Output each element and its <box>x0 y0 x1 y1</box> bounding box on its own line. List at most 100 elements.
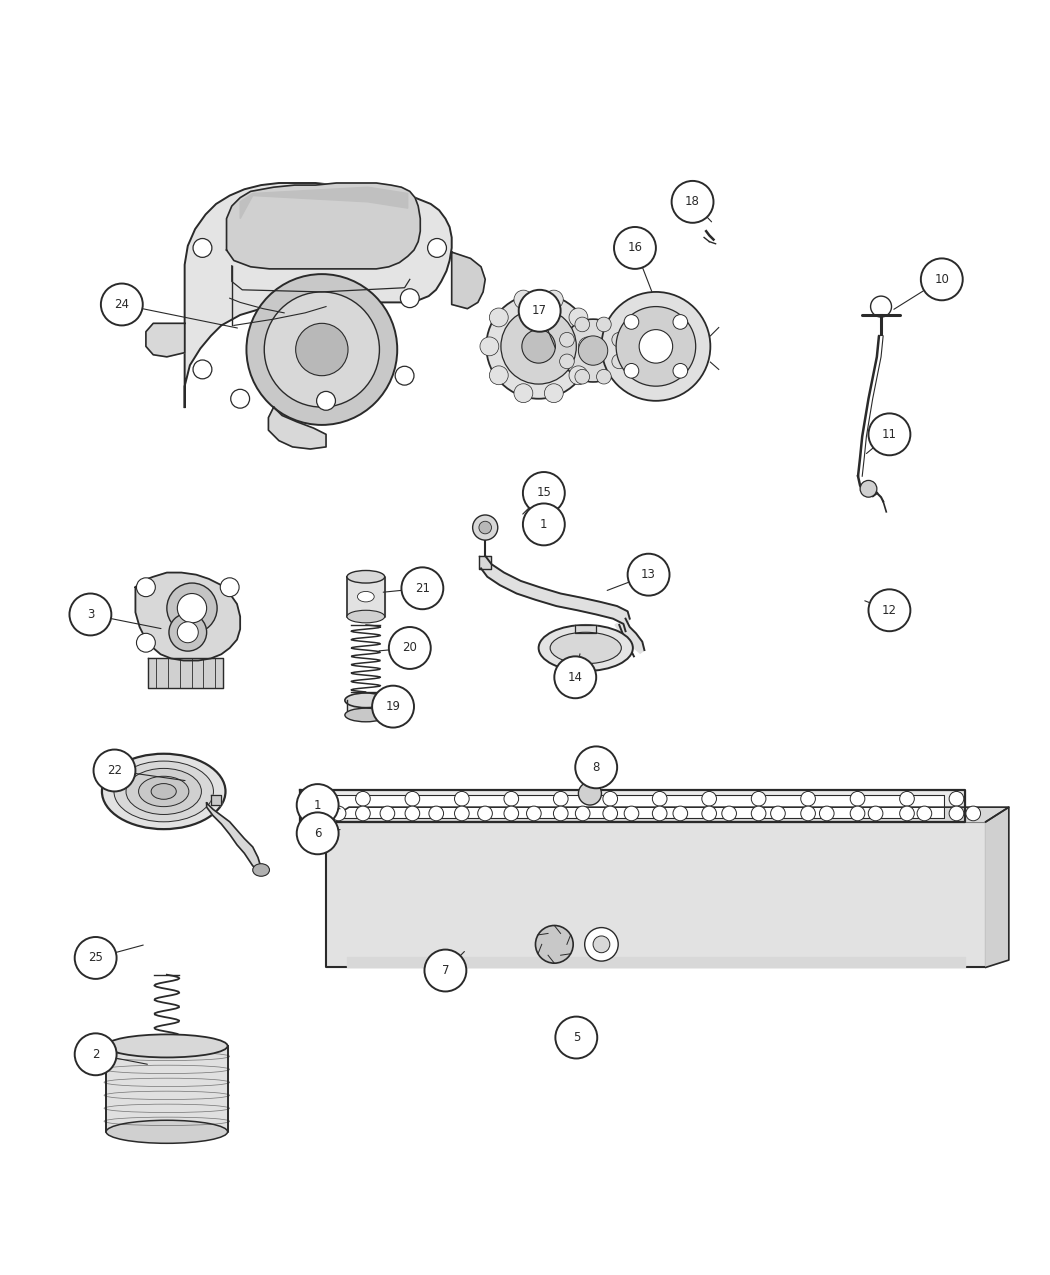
Ellipse shape <box>346 570 384 583</box>
Circle shape <box>673 315 688 329</box>
Circle shape <box>395 366 414 385</box>
Polygon shape <box>106 1046 228 1132</box>
Ellipse shape <box>539 625 633 671</box>
Circle shape <box>136 578 155 597</box>
Circle shape <box>331 806 345 821</box>
Ellipse shape <box>151 784 176 799</box>
Text: 15: 15 <box>537 487 551 500</box>
Circle shape <box>247 274 397 425</box>
Circle shape <box>868 806 883 821</box>
Circle shape <box>850 792 865 806</box>
Circle shape <box>317 391 335 411</box>
Circle shape <box>220 578 239 597</box>
Ellipse shape <box>114 761 213 822</box>
Polygon shape <box>346 700 384 715</box>
Circle shape <box>193 238 212 258</box>
Circle shape <box>177 622 198 643</box>
Text: 16: 16 <box>628 241 643 255</box>
Circle shape <box>455 792 469 806</box>
Circle shape <box>593 936 610 952</box>
Circle shape <box>603 792 617 806</box>
Text: 12: 12 <box>882 604 897 617</box>
Circle shape <box>356 792 371 806</box>
Circle shape <box>486 295 591 399</box>
Polygon shape <box>148 658 224 687</box>
Circle shape <box>401 567 443 609</box>
Text: 24: 24 <box>114 298 129 311</box>
Circle shape <box>514 384 532 403</box>
Circle shape <box>555 1016 597 1058</box>
Circle shape <box>624 315 638 329</box>
Circle shape <box>801 792 816 806</box>
Circle shape <box>639 330 673 363</box>
Circle shape <box>296 324 348 376</box>
Polygon shape <box>346 958 965 968</box>
Circle shape <box>480 337 499 356</box>
Text: 8: 8 <box>592 761 600 774</box>
Circle shape <box>479 521 491 534</box>
Circle shape <box>544 384 563 403</box>
Polygon shape <box>481 556 630 631</box>
Text: 20: 20 <box>402 641 417 654</box>
Circle shape <box>596 370 611 384</box>
Polygon shape <box>211 794 222 805</box>
Circle shape <box>624 363 638 379</box>
Text: 11: 11 <box>882 428 897 441</box>
Circle shape <box>603 806 617 821</box>
Circle shape <box>523 472 565 514</box>
Circle shape <box>949 806 964 821</box>
Circle shape <box>672 181 714 223</box>
Circle shape <box>544 291 563 309</box>
Circle shape <box>771 806 785 821</box>
Circle shape <box>585 928 618 961</box>
Circle shape <box>801 806 816 821</box>
Polygon shape <box>227 184 420 269</box>
Circle shape <box>616 306 696 386</box>
Circle shape <box>673 363 688 379</box>
Circle shape <box>652 806 667 821</box>
Polygon shape <box>575 625 596 634</box>
Circle shape <box>526 806 541 821</box>
Circle shape <box>868 589 910 631</box>
Circle shape <box>917 806 931 821</box>
Circle shape <box>501 309 576 384</box>
Ellipse shape <box>550 632 622 664</box>
Circle shape <box>356 806 371 821</box>
Ellipse shape <box>126 769 202 815</box>
Circle shape <box>579 782 602 805</box>
Circle shape <box>850 806 865 821</box>
Circle shape <box>405 792 420 806</box>
Circle shape <box>614 227 656 269</box>
Text: 17: 17 <box>532 305 547 317</box>
Text: 18: 18 <box>685 195 700 208</box>
Circle shape <box>900 806 915 821</box>
Circle shape <box>101 283 143 325</box>
Text: 1: 1 <box>540 518 548 530</box>
Circle shape <box>428 806 443 821</box>
Circle shape <box>553 792 568 806</box>
Circle shape <box>554 657 596 699</box>
Ellipse shape <box>344 708 386 722</box>
Text: 25: 25 <box>88 951 103 964</box>
Circle shape <box>427 238 446 258</box>
Circle shape <box>868 413 910 455</box>
Text: 22: 22 <box>107 764 122 776</box>
Text: 5: 5 <box>572 1031 580 1044</box>
Circle shape <box>297 784 338 826</box>
Circle shape <box>504 806 519 821</box>
Polygon shape <box>327 822 986 968</box>
Circle shape <box>75 937 117 979</box>
Circle shape <box>177 594 207 623</box>
Circle shape <box>575 317 590 332</box>
Circle shape <box>900 792 915 806</box>
Circle shape <box>921 259 963 301</box>
Circle shape <box>523 504 565 546</box>
Circle shape <box>514 291 532 309</box>
Ellipse shape <box>357 592 374 602</box>
Ellipse shape <box>253 863 270 876</box>
Circle shape <box>231 389 250 408</box>
Polygon shape <box>146 324 185 357</box>
Circle shape <box>522 330 555 363</box>
Circle shape <box>536 926 573 963</box>
Text: 3: 3 <box>87 608 94 621</box>
